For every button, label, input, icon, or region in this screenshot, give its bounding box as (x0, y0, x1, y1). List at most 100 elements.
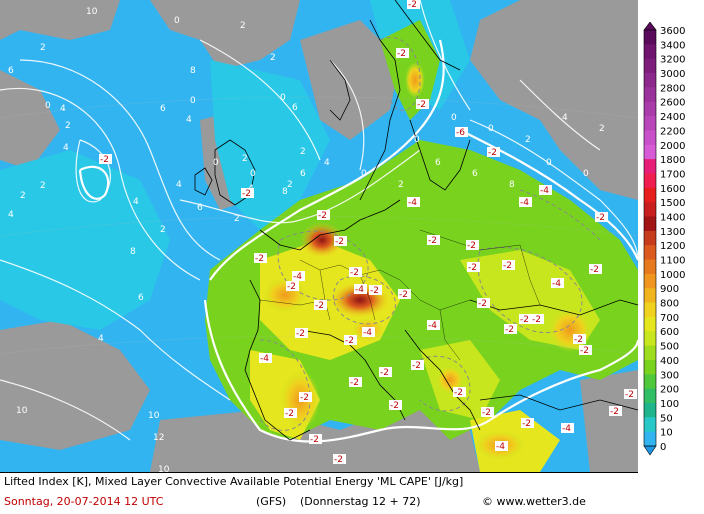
lifted-index-label-positive: 2 (240, 21, 246, 31)
legend-level-label: 400 (660, 356, 679, 367)
lifted-index-label-positive: 0 (414, 135, 420, 145)
lifted-index-label-negative: -2 (317, 210, 330, 221)
legend-level-label: 1500 (660, 198, 685, 209)
legend-swatch (644, 87, 656, 103)
legend-level-label: 1600 (660, 184, 685, 195)
lifted-index-label-negative: -2 (349, 377, 362, 388)
hotspot-france (263, 277, 307, 313)
lifted-index-label-positive: 4 (176, 180, 182, 190)
lifted-index-label-positive: 0 (190, 96, 196, 106)
cape-map: -2 -2 -2 -2 -2 -4 -2 -2 -2 -4 -2 -2 -2 -4 -2 -2 -2 -2 -2 -2… (0, 0, 638, 472)
lifted-index-label-positive: 0 (488, 124, 494, 134)
legend-level-label: 900 (660, 284, 679, 295)
svg-text:-2: -2 (454, 388, 463, 398)
lifted-index-label-negative: -4 (539, 185, 552, 196)
legend-swatch (644, 44, 656, 60)
lifted-index-label-negative: -2 (453, 387, 466, 398)
svg-text:-2: -2 (300, 393, 309, 403)
svg-text:-4: -4 (562, 424, 571, 434)
lifted-index-label-negative: -2 (502, 260, 515, 271)
svg-text:-2: -2 (350, 268, 359, 278)
legend-level-label: 2200 (660, 126, 685, 137)
copyright-link[interactable]: © www.wetter3.de (482, 495, 586, 508)
lifted-index-label-positive: 0 (451, 113, 457, 123)
svg-text:-2: -2 (335, 237, 344, 247)
lifted-index-label-positive: 0 (250, 169, 256, 179)
svg-text:-2: -2 (428, 236, 437, 246)
svg-text:-2: -2 (532, 315, 541, 325)
lifted-index-label-negative: -2 (624, 389, 637, 400)
lifted-index-label-positive: 10 (86, 7, 98, 17)
lifted-index-label-negative: -4 (407, 197, 420, 208)
legend-swatch (644, 431, 656, 447)
legend-swatch (644, 374, 656, 390)
svg-text:-2: -2 (522, 419, 531, 429)
lifted-index-label-positive: 6 (160, 104, 166, 114)
lifted-index-label-negative: -4 (551, 278, 564, 289)
lifted-index-label-positive: 6 (8, 66, 14, 76)
lifted-index-label-positive: 6 (292, 103, 298, 113)
svg-text:-2: -2 (285, 409, 294, 419)
legend-swatch (644, 187, 656, 203)
legend-level-label: 1300 (660, 227, 685, 238)
legend-level-label: 800 (660, 299, 679, 310)
lifted-index-label-positive: 8 (509, 180, 515, 190)
lifted-index-label-positive: 4 (63, 143, 69, 153)
svg-text:-2: -2 (370, 286, 379, 296)
svg-text:-2: -2 (296, 329, 305, 339)
legend-level-label: 3200 (660, 55, 685, 66)
svg-text:-2: -2 (580, 346, 589, 356)
lifted-index-label-negative: -2 (427, 235, 440, 246)
gray-area-greenland (150, 0, 300, 70)
legend-level-label: 2800 (660, 83, 685, 94)
legend-swatch (644, 58, 656, 74)
svg-text:-6: -6 (456, 128, 465, 138)
lifted-index-label-negative: -4 (519, 197, 532, 208)
legend-level-label: 2400 (660, 112, 685, 123)
lifted-index-label-positive: 2 (525, 135, 531, 145)
lifted-index-label-negative: -2 (407, 0, 420, 10)
lifted-index-label-negative: -2 (349, 267, 362, 278)
lifted-index-label-positive: 2 (287, 180, 293, 190)
gray-area-southwest (0, 320, 150, 450)
legend-swatch (644, 388, 656, 404)
legend-swatch (644, 159, 656, 174)
lifted-index-label-positive: 10 (148, 411, 160, 421)
legend-swatch (644, 144, 656, 160)
cape-legend: 3600 3400 3200 3000 2800 2600 2400 2200 2000 1800… (640, 21, 704, 460)
legend-swatch (644, 245, 656, 261)
lifted-index-label-positive: 4 (562, 113, 568, 123)
legend-level-label: 1400 (660, 212, 685, 223)
lifted-index-label-positive: 4 (8, 210, 14, 220)
lifted-index-label-negative: -2 (467, 262, 480, 273)
lifted-index-label-positive: 2 (270, 53, 276, 63)
lifted-index-label-negative: -2 (284, 408, 297, 419)
hotspot-scandinavia (405, 62, 425, 98)
legend-swatch (644, 345, 656, 361)
legend-swatch (644, 302, 656, 318)
svg-text:-2: -2 (520, 315, 529, 325)
svg-text:-4: -4 (428, 321, 437, 331)
lifted-index-label-negative: -2 (519, 314, 532, 325)
lifted-index-label-negative: -2 (314, 300, 327, 311)
isolines (0, 0, 638, 441)
map-title-line: Lifted Index [K], Mixed Layer Convective… (4, 475, 464, 488)
legend-level-label: 1100 (660, 256, 685, 267)
lifted-index-label-negative: -4 (354, 284, 367, 295)
legend-frame (643, 29, 657, 447)
legend-level-label: 2000 (660, 141, 685, 152)
svg-text:-2: -2 (503, 261, 512, 271)
svg-text:-2: -2 (625, 390, 634, 400)
map-footer: Lifted Index [K], Mixed Layer Convective… (0, 472, 638, 514)
legend-level-label: 1700 (660, 169, 685, 180)
svg-text:-2: -2 (397, 49, 406, 59)
lifted-index-label-negative: -2 (487, 147, 500, 158)
coastlines (194, 0, 638, 441)
lifted-index-label-positive: 8 (282, 187, 288, 197)
lifted-index-label-positive: 2 (40, 181, 46, 191)
lifted-index-label-positive: 0 (361, 169, 367, 179)
legend-swatch (644, 273, 656, 289)
svg-text:-2: -2 (380, 368, 389, 378)
legend-level-label: 600 (660, 327, 679, 338)
lifted-index-label-positive: 0 (546, 158, 552, 168)
